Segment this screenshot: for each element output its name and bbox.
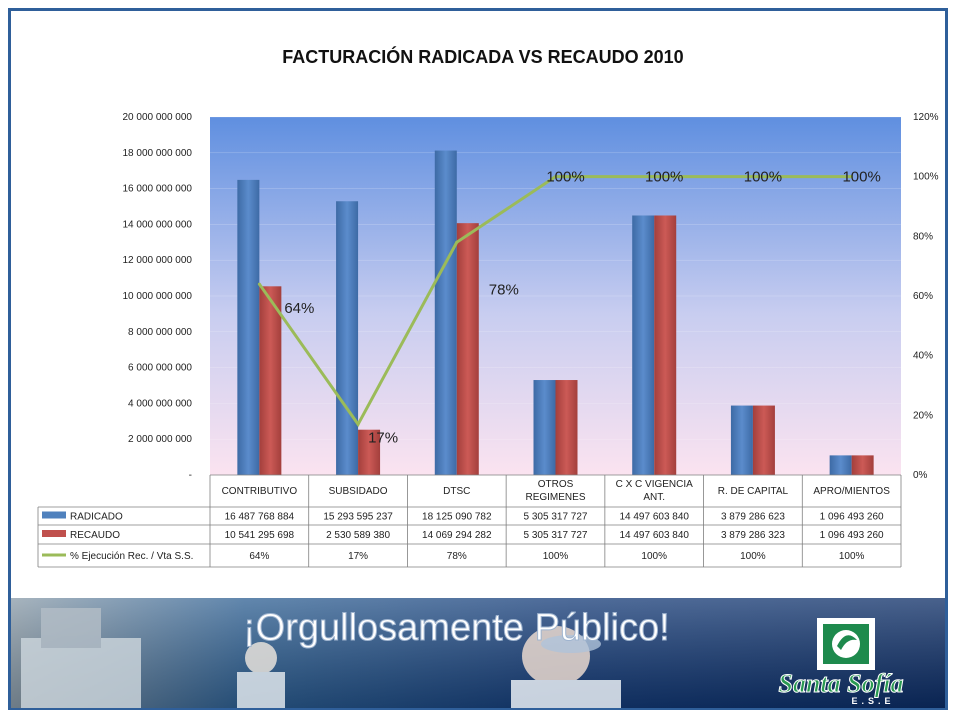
bar-radicado (533, 380, 556, 475)
y-left-tick-label: 10 000 000 000 (122, 291, 192, 302)
category-label: OTROS REGIMENES (525, 479, 585, 503)
y-right-tick-label: 0% (913, 470, 928, 481)
chart-title: FACTURACIÓN RADICADA VS RECAUDO 2010 (282, 46, 683, 67)
category-label: APRO/MIENTOS (813, 486, 890, 497)
table-cell: 15 293 595 237 (323, 512, 393, 523)
line-point (455, 240, 459, 244)
category-label: SUBSIDADO (329, 486, 388, 497)
chart: FACTURACIÓN RADICADA VS RECAUDO 2010 64%… (37, 46, 939, 568)
y-left-tick-label: 16 000 000 000 (122, 184, 192, 195)
category-label: R. DE CAPITAL (718, 486, 789, 497)
bar-radicado (336, 201, 359, 476)
bar-recaudo (555, 380, 578, 475)
y-right-tick-label: 100% (913, 172, 939, 183)
line-point (850, 175, 854, 179)
legend-entry: RECAUDO (70, 530, 120, 541)
y-left-tick-label: 2 000 000 000 (128, 434, 192, 445)
category-label: C X C VIGENCIA ANT. (616, 479, 694, 503)
bar-recaudo (259, 286, 282, 475)
line-point (751, 175, 755, 179)
banner-slogan: ¡Orgullosamente Público! (243, 607, 670, 649)
table-cell: 14 069 294 282 (422, 530, 492, 541)
data-label: 17% (368, 429, 398, 446)
y-right-tick-label: 80% (913, 231, 933, 242)
y-right-tick-label: 20% (913, 410, 933, 421)
line-point (554, 175, 557, 179)
y-left-tick-label: 6 000 000 000 (128, 363, 192, 374)
table-cell: 17% (348, 551, 368, 562)
bar-recaudo (654, 215, 677, 475)
bar-recaudo (358, 429, 381, 475)
logo-name: Santa Sofía (779, 669, 904, 698)
table-cell: 3 879 286 323 (721, 530, 785, 541)
table-cell: 5 305 317 727 (524, 530, 588, 541)
lab-scene-illustration (21, 608, 621, 708)
y-left-tick-label: 4 000 000 000 (128, 398, 192, 409)
y-right-tick-label: 60% (913, 291, 933, 302)
logo-sub: E.S.E (851, 696, 894, 706)
table-cell: 100% (740, 551, 766, 562)
table-cell: 100% (641, 551, 667, 562)
line-point (356, 422, 360, 426)
y-left-tick-label: 20 000 000 000 (122, 112, 192, 123)
table-cell: 78% (447, 551, 467, 562)
santa-sofia-logo: Santa Sofía E.S.E (778, 618, 904, 706)
y-left-tick-label: 18 000 000 000 (122, 148, 192, 159)
bar-radicado (730, 405, 753, 475)
data-label: 100% (645, 169, 683, 186)
data-label: 100% (744, 169, 782, 186)
bar-recaudo (752, 405, 775, 475)
table-cell: 3 879 286 623 (721, 512, 785, 523)
y-left-tick-label: 14 000 000 000 (122, 219, 192, 230)
bar-radicado (434, 150, 457, 475)
bar-radicado (237, 179, 260, 475)
table-cell: 1 096 493 260 (820, 512, 884, 523)
category-label: DTSC (443, 486, 470, 497)
bar-radicado (829, 455, 852, 475)
data-label: 100% (546, 169, 584, 186)
y-left-tick-label: 12 000 000 000 (122, 255, 192, 266)
bar-radicado (632, 215, 655, 475)
y-right-tick-label: 40% (913, 351, 933, 362)
table-cell: 16 487 768 884 (225, 512, 295, 523)
legend-entry: RADICADO (70, 512, 123, 523)
banner: ¡Orgullosamente Público! Santa Sofía E.S… (11, 598, 945, 708)
legend-entry: % Ejecución Rec. / Vta S.S. (70, 551, 193, 562)
data-label: 78% (489, 281, 519, 298)
y-right-tick-label: 120% (913, 112, 939, 123)
table-cell: 2 530 589 380 (326, 530, 390, 541)
bar-recaudo (851, 455, 874, 475)
table-cell: 64% (249, 551, 269, 562)
table-cell: 5 305 317 727 (524, 512, 588, 523)
line-point (257, 282, 261, 286)
table-cell: 10 541 295 698 (225, 530, 295, 541)
y-left-tick-label: 8 000 000 000 (128, 327, 192, 338)
data-label: 64% (284, 300, 314, 317)
data-label: 100% (842, 169, 880, 186)
table-cell: 14 497 603 840 (619, 530, 689, 541)
table-cell: 18 125 090 782 (422, 512, 492, 523)
line-point (652, 175, 656, 179)
category-label: CONTRIBUTIVO (222, 486, 298, 497)
legend-key (42, 530, 66, 537)
table-cell: 100% (839, 551, 865, 562)
y-left-tick-label: - (189, 470, 192, 481)
bar-recaudo (456, 223, 479, 475)
table-cell: 100% (543, 551, 569, 562)
table-cell: 14 497 603 840 (619, 512, 689, 523)
table-cell: 1 096 493 260 (820, 530, 884, 541)
legend-key (42, 511, 66, 519)
